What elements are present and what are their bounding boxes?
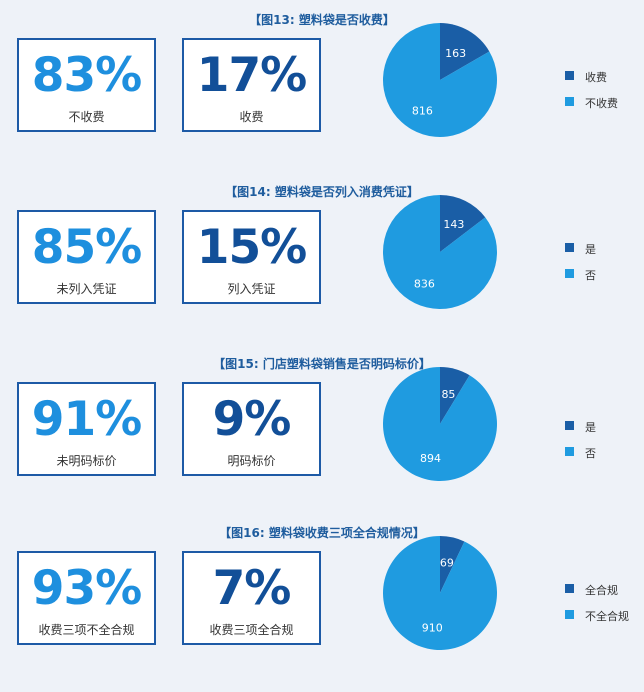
legend-swatch bbox=[565, 421, 574, 430]
legend-swatch bbox=[565, 243, 574, 252]
legend-label: 是 bbox=[585, 421, 596, 434]
legend-label: 收费 bbox=[585, 71, 607, 84]
pie-chart: 163 816 bbox=[383, 23, 497, 137]
chart-section-13: 【图13: 塑料袋是否收费】 83% 不收费 17% 收费 163 816 收费不… bbox=[0, 11, 644, 179]
legend-swatch bbox=[565, 584, 574, 593]
legend-label: 全合规 bbox=[585, 584, 618, 597]
pie-chart: 69 910 bbox=[383, 536, 497, 650]
pie-slice bbox=[440, 195, 486, 252]
pie-slice bbox=[383, 536, 497, 650]
stat-label: 收费三项全合规 bbox=[209, 623, 294, 637]
pie-data-label: 163 bbox=[445, 47, 466, 60]
chart-title: 【图13: 塑料袋是否收费】 bbox=[249, 13, 395, 27]
pie-slice bbox=[440, 536, 465, 593]
chart-title: 【图14: 塑料袋是否列入消费凭证】 bbox=[225, 185, 419, 199]
stat-card-primary: 93% 收费三项不全合规 bbox=[17, 551, 156, 645]
legend-swatch bbox=[565, 269, 574, 278]
legend-label: 不全合规 bbox=[585, 610, 629, 623]
stat-percent: 15% bbox=[196, 220, 308, 275]
pie-slice bbox=[383, 367, 497, 481]
pie-data-label: 85 bbox=[441, 388, 455, 401]
pie-data-label: 816 bbox=[412, 105, 433, 118]
legend-label: 否 bbox=[585, 447, 596, 460]
stat-card-primary: 85% 未列入凭证 bbox=[17, 210, 156, 304]
chart-section-15: 【图15: 门店塑料袋销售是否明码标价】 91% 未明码标价 9% 明码标价 8… bbox=[0, 355, 644, 523]
stat-percent: 85% bbox=[31, 220, 143, 275]
stat-label: 不收费 bbox=[68, 110, 105, 124]
legend-swatch bbox=[565, 71, 574, 80]
pie-slice bbox=[383, 23, 497, 137]
chart-title: 【图16: 塑料袋收费三项全合规情况】 bbox=[219, 526, 425, 540]
stat-percent: 93% bbox=[31, 561, 143, 616]
stat-card-secondary: 17% 收费 bbox=[182, 38, 321, 132]
legend-swatch bbox=[565, 447, 574, 456]
stat-percent: 17% bbox=[196, 48, 308, 103]
stat-label: 列入凭证 bbox=[227, 282, 276, 296]
legend-label: 否 bbox=[585, 269, 596, 282]
legend-swatch bbox=[565, 610, 574, 619]
pie-chart: 143 836 bbox=[383, 195, 497, 309]
pie-data-label: 910 bbox=[422, 621, 443, 634]
stat-label: 收费 bbox=[239, 110, 264, 124]
pie-slice bbox=[440, 23, 490, 80]
stat-percent: 83% bbox=[31, 48, 143, 103]
stat-card-secondary: 7% 收费三项全合规 bbox=[182, 551, 321, 645]
stat-label: 明码标价 bbox=[227, 454, 276, 468]
pie-data-label: 69 bbox=[440, 556, 454, 569]
pie-data-label: 894 bbox=[420, 452, 441, 465]
stat-card-primary: 83% 不收费 bbox=[17, 38, 156, 132]
stat-card-secondary: 15% 列入凭证 bbox=[182, 210, 321, 304]
stat-label: 收费三项不全合规 bbox=[38, 623, 135, 637]
stat-label: 未列入凭证 bbox=[56, 282, 117, 296]
legend-label: 是 bbox=[585, 243, 596, 256]
chart-section-16: 【图16: 塑料袋收费三项全合规情况】 93% 收费三项不全合规 7% 收费三项… bbox=[0, 524, 644, 692]
pie-slice bbox=[383, 195, 497, 309]
legend-swatch bbox=[565, 97, 574, 106]
stat-card-primary: 91% 未明码标价 bbox=[17, 382, 156, 476]
chart-section-14: 【图14: 塑料袋是否列入消费凭证】 85% 未列入凭证 15% 列入凭证 14… bbox=[0, 183, 644, 351]
stat-percent: 9% bbox=[212, 392, 292, 447]
stat-percent: 91% bbox=[31, 392, 143, 447]
pie-chart: 85 894 bbox=[383, 367, 497, 481]
pie-data-label: 143 bbox=[443, 218, 464, 231]
stat-label: 未明码标价 bbox=[56, 454, 117, 468]
pie-slice bbox=[440, 367, 470, 424]
stat-percent: 7% bbox=[212, 561, 292, 616]
pie-data-label: 836 bbox=[414, 278, 435, 291]
stat-card-secondary: 9% 明码标价 bbox=[182, 382, 321, 476]
legend-label: 不收费 bbox=[585, 97, 618, 110]
chart-title: 【图15: 门店塑料袋销售是否明码标价】 bbox=[213, 357, 431, 371]
